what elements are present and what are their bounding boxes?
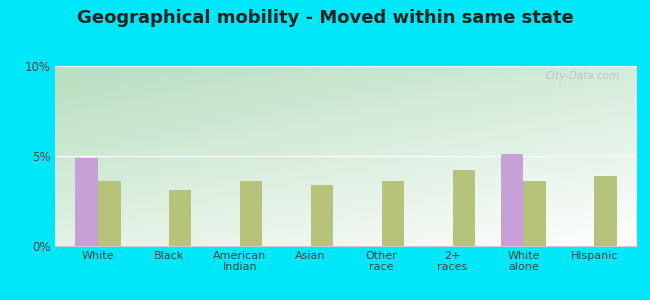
Text: Geographical mobility - Moved within same state: Geographical mobility - Moved within sam… — [77, 9, 573, 27]
Bar — [595, 176, 617, 246]
Bar — [382, 181, 404, 246]
Bar — [169, 190, 192, 246]
Bar — [75, 158, 98, 246]
Bar — [311, 185, 333, 246]
Bar — [500, 154, 523, 246]
Bar — [523, 181, 546, 246]
Text: City-Data.com: City-Data.com — [545, 71, 619, 81]
Bar — [240, 181, 263, 246]
Bar — [452, 170, 475, 246]
Bar — [98, 181, 120, 246]
